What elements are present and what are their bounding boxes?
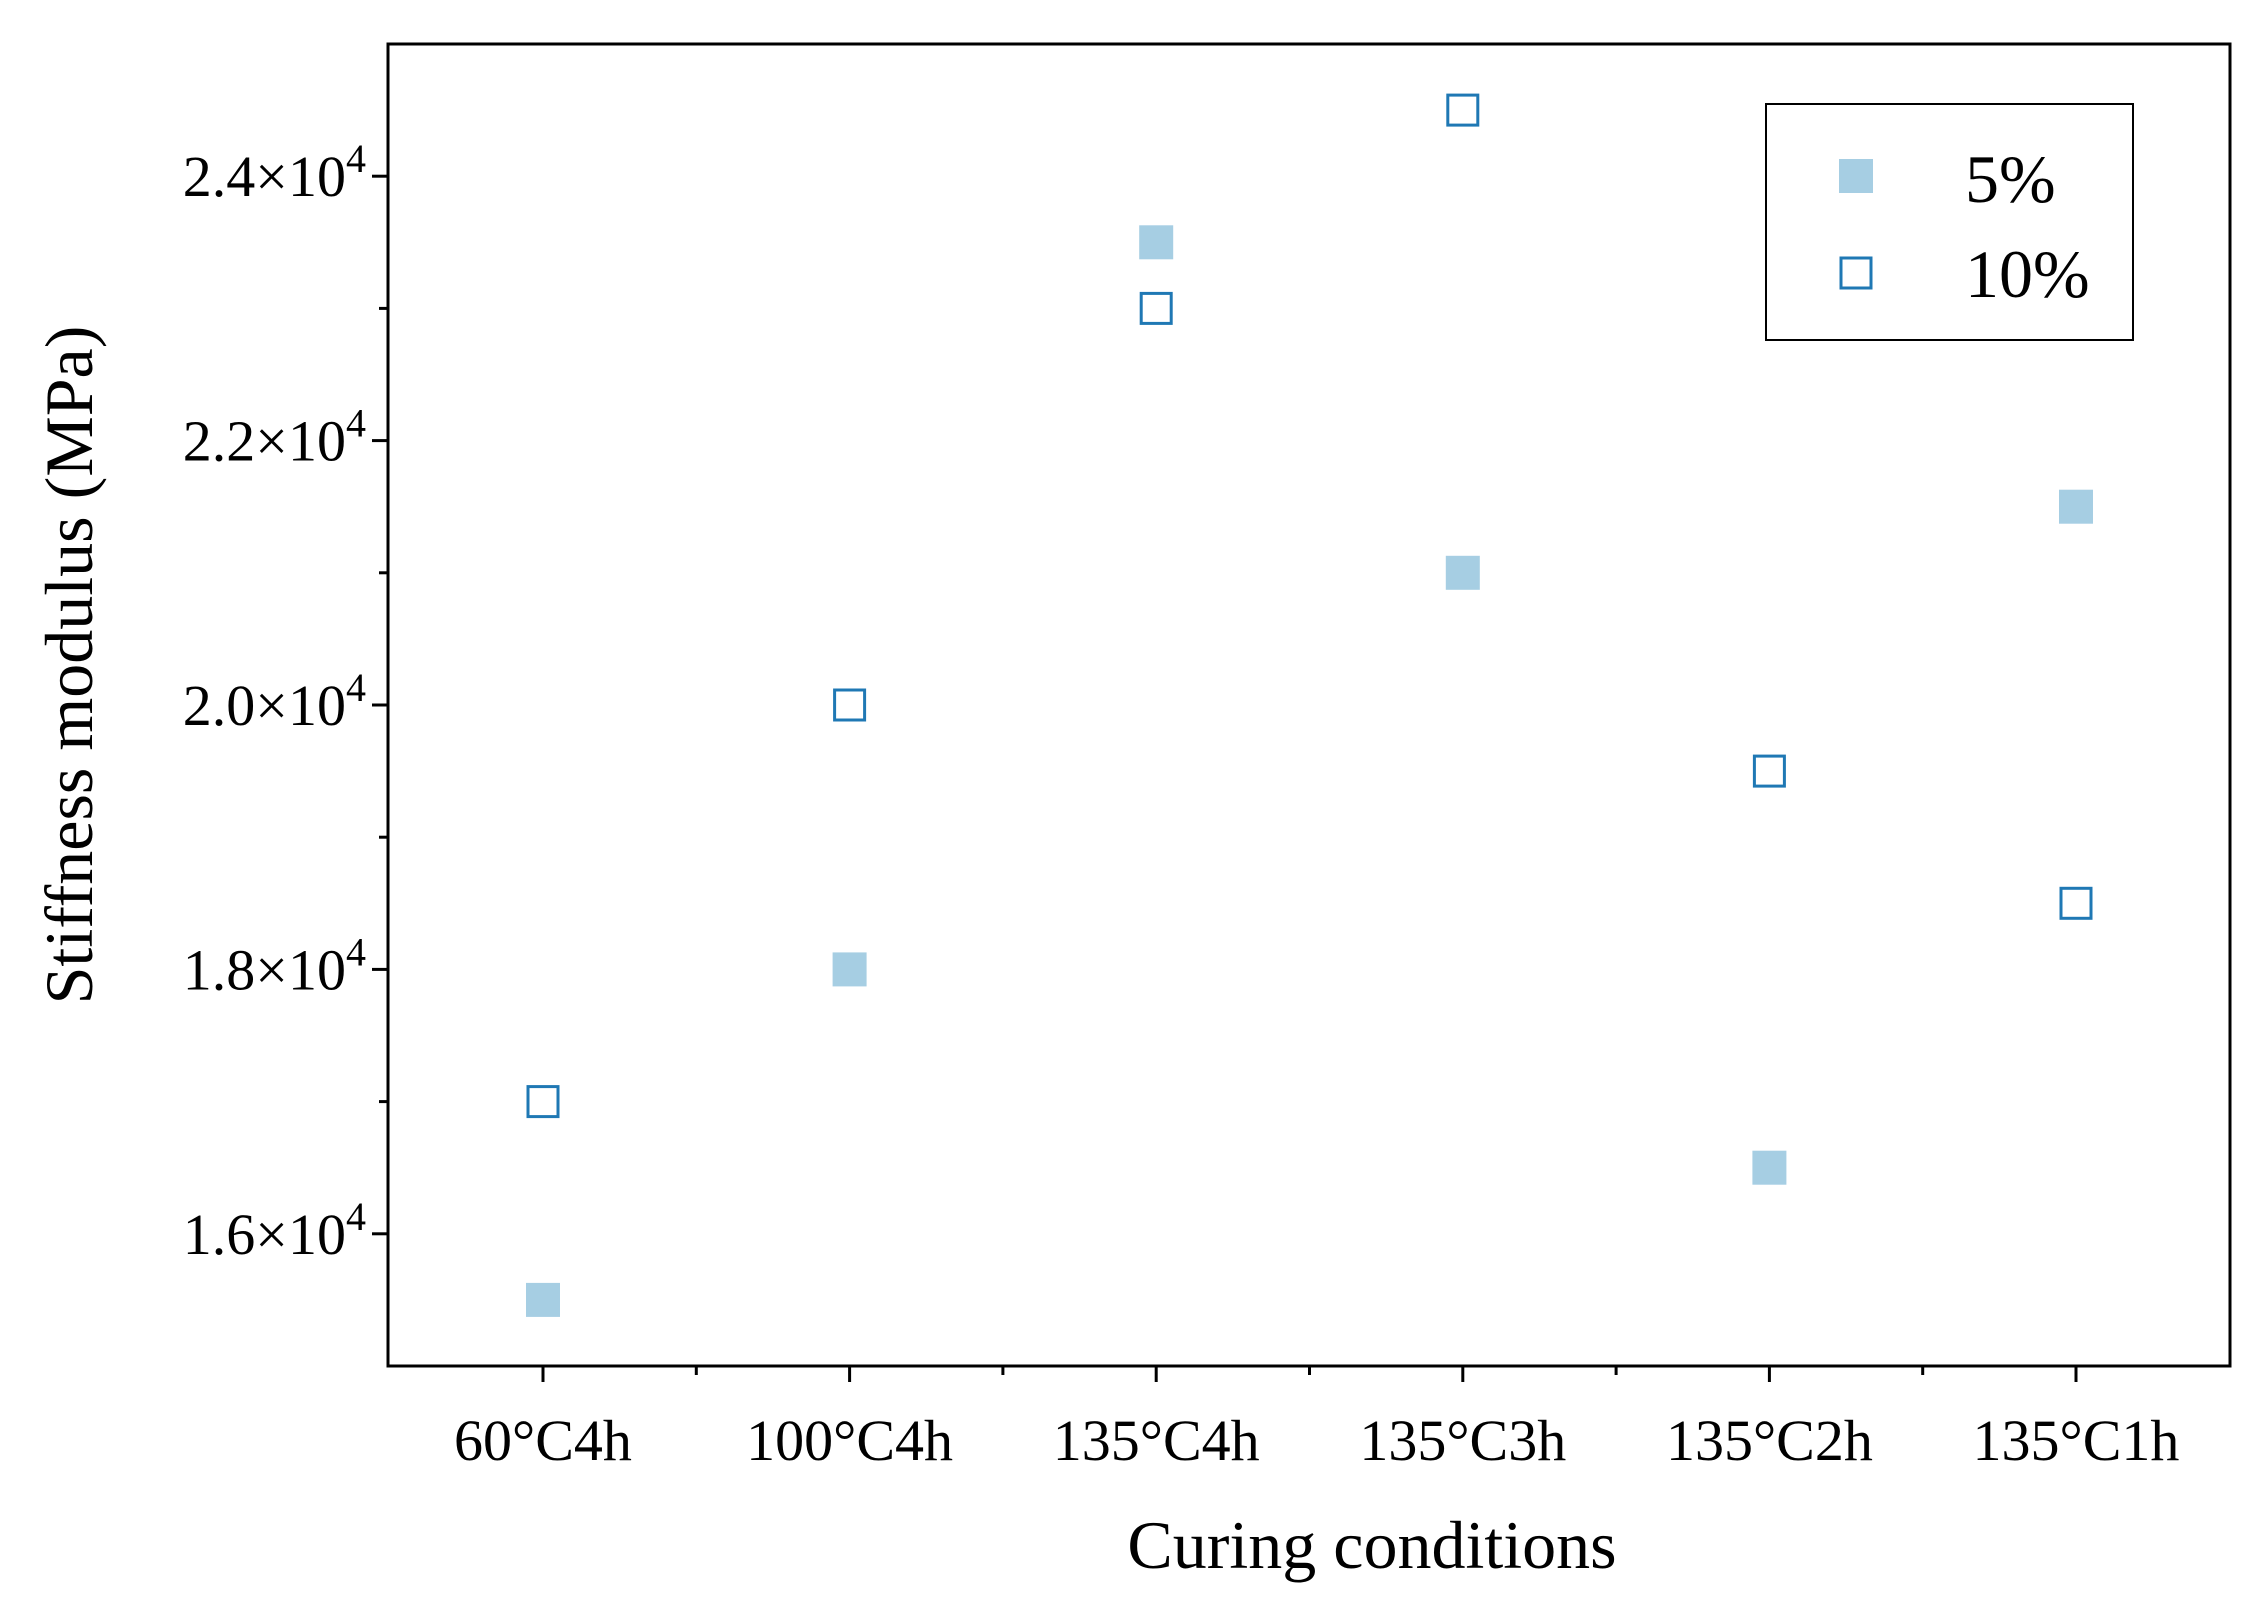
point-5pct	[1445, 555, 1480, 590]
legend: 5% 10%	[1765, 103, 2134, 341]
point-10pct	[1446, 93, 1480, 127]
point-10pct	[2059, 886, 2093, 920]
x-tick-label: 135°C4h	[1053, 1408, 1260, 1473]
x-tick-label: 135°C2h	[1666, 1408, 1873, 1473]
legend-marker-10pct	[1839, 256, 1873, 290]
legend-marker-5pct	[1839, 159, 1873, 193]
point-5pct	[2059, 489, 2093, 524]
x-tick-label: 100°C4h	[746, 1408, 953, 1473]
point-5pct	[1752, 1150, 1787, 1185]
data-points	[526, 93, 2093, 1317]
x-axis: 60°C4h 100°C4h 135°C4h 135°C3h 135°C2h 135°C1…	[454, 1366, 2179, 1473]
y-tick-label: 1.8×104	[183, 929, 366, 1002]
legend-label-10pct: 10%	[1965, 236, 2090, 312]
point-10pct	[833, 688, 867, 722]
point-5pct	[832, 952, 867, 987]
y-axis-title: Stiffness modulus (MPa)	[31, 326, 107, 1005]
legend-label-5pct: 5%	[1965, 141, 2056, 217]
point-10pct	[1752, 754, 1786, 788]
x-axis-title: Curing conditions	[1127, 1507, 1616, 1583]
y-tick-label: 2.2×104	[183, 401, 366, 474]
x-tick-label: 135°C1h	[1973, 1408, 2180, 1473]
point-5pct	[1139, 225, 1174, 260]
point-10pct	[526, 1085, 560, 1119]
point-5pct	[526, 1282, 560, 1317]
legend-box	[1765, 103, 2134, 341]
x-tick-label: 135°C3h	[1359, 1408, 1566, 1473]
x-tick-label: 60°C4h	[454, 1408, 632, 1473]
y-axis: 1.6×104 1.8×104 2.0×104 2.2×104 2.4×104	[183, 136, 388, 1267]
point-10pct	[1139, 291, 1173, 325]
y-tick-label: 1.6×104	[183, 1194, 366, 1267]
y-tick-label: 2.0×104	[183, 665, 366, 738]
y-tick-label: 2.4×104	[183, 136, 366, 209]
